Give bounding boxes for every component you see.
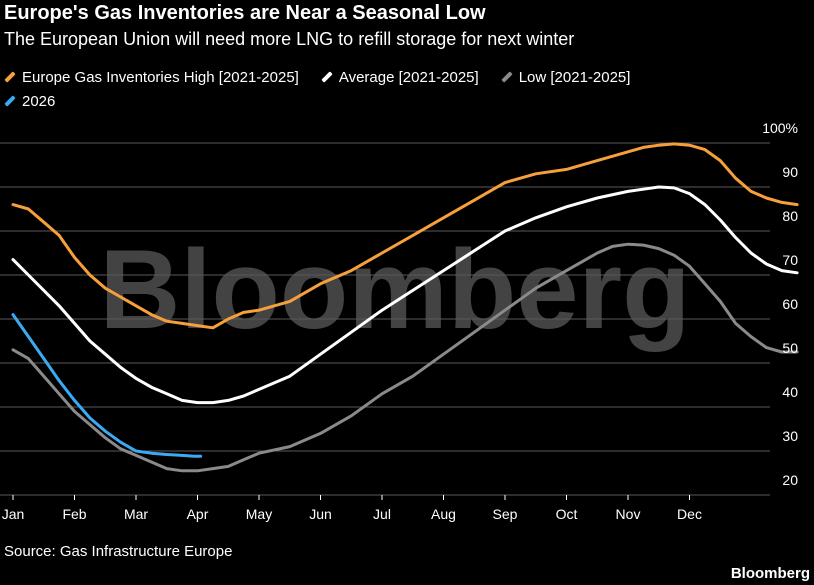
watermark-text: Bloomberg — [99, 227, 690, 352]
legend-row-1: Europe Gas Inventories High [2021-2025] … — [4, 65, 804, 89]
series-line-2 — [11, 242, 799, 473]
x-tick-label: Apr — [187, 506, 209, 522]
chart-subtitle: The European Union will need more LNG to… — [4, 29, 575, 49]
x-tick-label: Jul — [373, 506, 391, 522]
y-tick-label: 20 — [782, 472, 798, 488]
source-note: Source: Gas Infrastructure Europe — [4, 543, 233, 560]
y-tick-label: 70 — [782, 252, 798, 268]
legend-item-2026: 2026 — [4, 93, 55, 110]
x-tick-label: Feb — [62, 506, 86, 522]
y-tick-label: 30 — [782, 428, 798, 444]
legend-label-high: Europe Gas Inventories High [2021-2025] — [22, 68, 299, 86]
series-line-3 — [11, 313, 203, 458]
legend-item-high: Europe Gas Inventories High [2021-2025] — [4, 69, 299, 86]
legend-row-2: 2026 — [4, 89, 804, 113]
x-tick-label: Mar — [124, 506, 148, 522]
x-tick-label: Oct — [556, 506, 578, 522]
y-tick-label: 80 — [782, 208, 798, 224]
y-tick-label: 40 — [782, 384, 798, 400]
y-tick-label: 50 — [782, 340, 798, 356]
legend-label-low: Low [2021-2025] — [518, 68, 631, 86]
legend-item-low: Low [2021-2025] — [501, 68, 631, 86]
brand-logo: Bloomberg — [730, 565, 810, 582]
series-line-1 — [11, 185, 799, 405]
x-tick-label: Jan — [2, 506, 25, 522]
legend-label-2026: 2026 — [22, 92, 56, 110]
chart-title: Europe's Gas Inventories are Near a Seas… — [4, 2, 486, 24]
series-line-0 — [11, 142, 799, 330]
y-tick-label: 100% — [762, 120, 798, 136]
legend-item-average: Average [2021-2025] — [321, 69, 479, 86]
x-tick-label: Nov — [616, 506, 641, 522]
y-tick-label: 60 — [782, 296, 798, 312]
x-tick-label: Sep — [493, 506, 518, 522]
x-tick-label: May — [246, 506, 272, 522]
chart-legend: Europe Gas Inventories High [2021-2025] … — [4, 65, 804, 113]
legend-label-average: Average [2021-2025] — [338, 68, 479, 86]
x-tick-label: Aug — [431, 506, 456, 522]
x-tick-label: Dec — [677, 506, 702, 522]
y-tick-label: 90 — [782, 164, 798, 180]
x-tick-label: Jun — [309, 506, 332, 522]
